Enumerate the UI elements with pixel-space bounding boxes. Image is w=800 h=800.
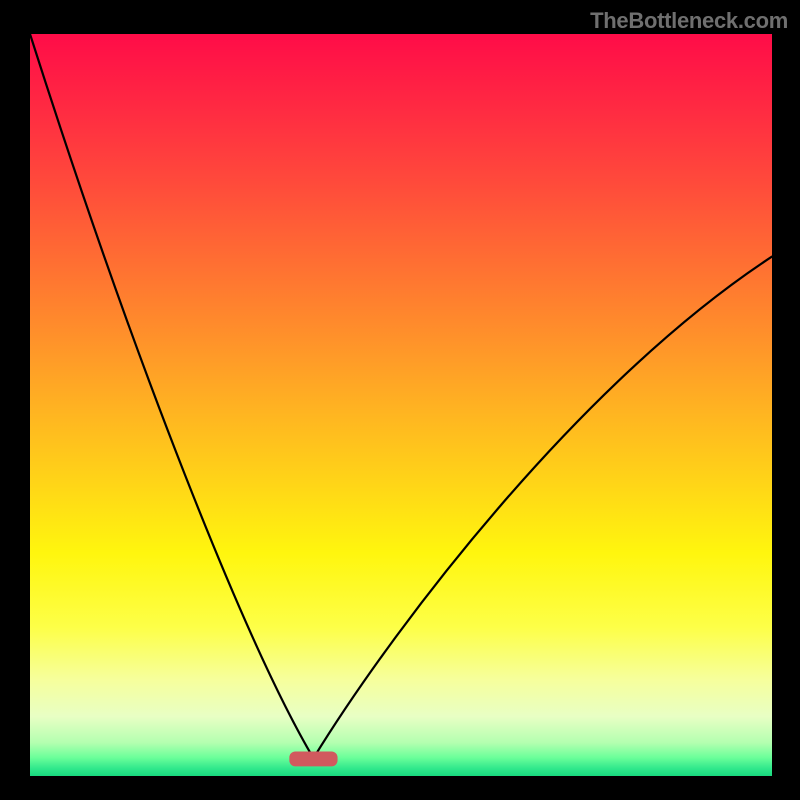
optimal-zone-marker: [289, 752, 337, 767]
chart-root: TheBottleneck.com: [0, 0, 800, 800]
gradient-background: [30, 34, 772, 776]
bottleneck-chart: [30, 34, 772, 776]
watermark-text: TheBottleneck.com: [590, 8, 788, 34]
